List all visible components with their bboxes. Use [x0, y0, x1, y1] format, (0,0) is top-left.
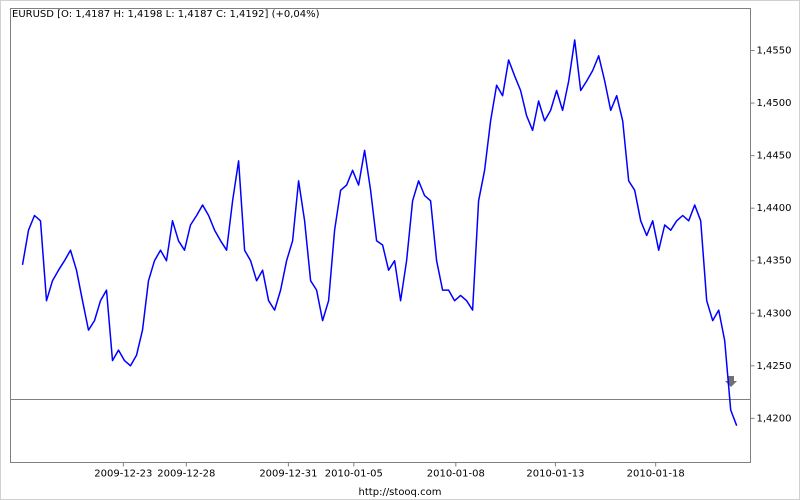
- y-tick-label: 1,4500: [757, 98, 792, 109]
- y-tick-label: 1,4450: [757, 151, 792, 162]
- y-tick-label: 1,4550: [757, 46, 792, 57]
- x-tick-label: 2010-01-08: [427, 469, 485, 480]
- x-tick-label: 2010-01-05: [325, 469, 383, 480]
- y-tick-label: 1,4350: [757, 256, 792, 267]
- y-tick-label: 1,4400: [757, 203, 792, 214]
- x-tick-label: 2010-01-13: [526, 469, 584, 480]
- chart-title: EURUSD [O: 1,4187 H: 1,4198 L: 1,4187 C:…: [12, 9, 320, 20]
- price-line: [21, 39, 738, 426]
- y-tick-label: 1,4200: [757, 413, 792, 424]
- x-tick-label: 2009-12-31: [259, 469, 317, 480]
- footer: http://stooq.com: [359, 487, 442, 498]
- x-tick-label: 2009-12-23: [94, 469, 152, 480]
- plot-area: [10, 8, 751, 463]
- x-tick-label: 2010-01-18: [627, 469, 685, 480]
- x-tick-label: 2009-12-28: [157, 469, 215, 480]
- y-tick-label: 1,4300: [757, 308, 792, 319]
- y-tick-label: 1,4250: [757, 361, 792, 372]
